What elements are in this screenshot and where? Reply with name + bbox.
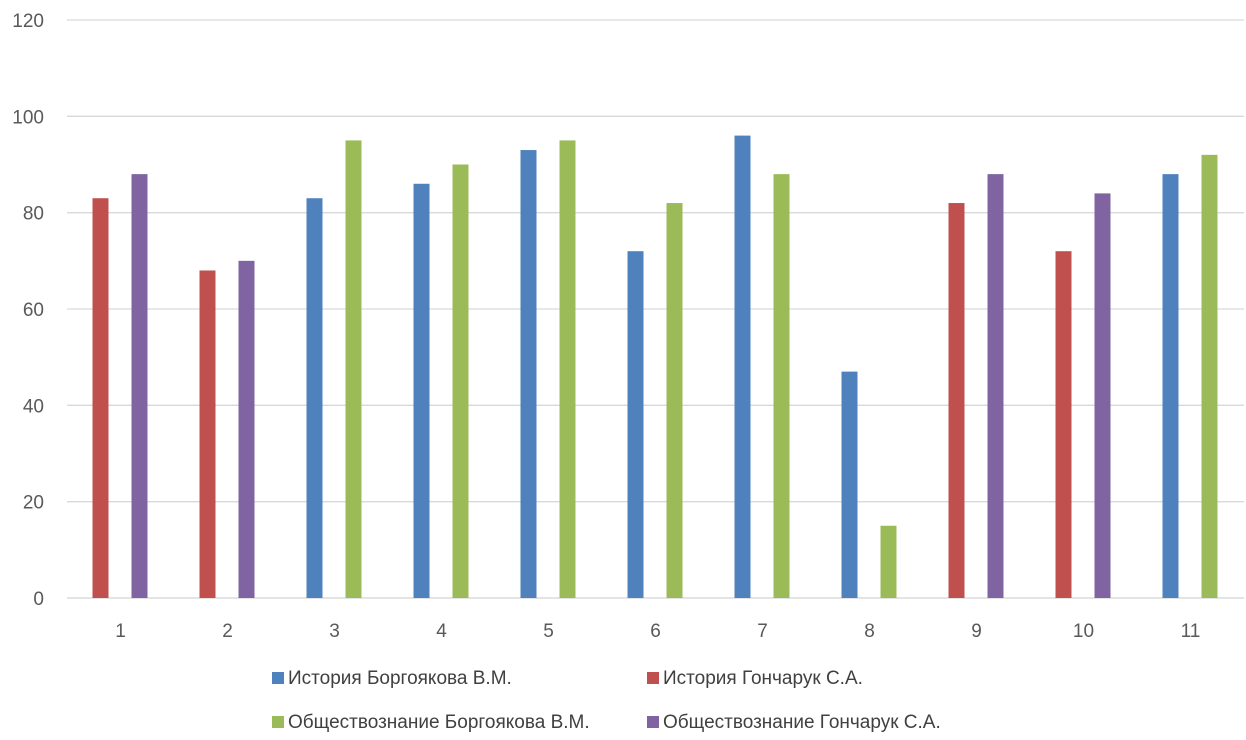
x-tick-label: 9: [971, 621, 982, 642]
bar: [1162, 174, 1179, 598]
x-tick-label: 8: [864, 621, 875, 642]
bar: [1055, 251, 1072, 598]
legend: История Боргоякова В.М. История Гончарук …: [272, 668, 941, 733]
legend-label: Обществознание Боргоякова В.М.: [288, 712, 590, 733]
x-tick-label: 7: [757, 621, 768, 642]
legend-label: История Боргоякова В.М.: [288, 668, 512, 689]
bar: [627, 251, 644, 598]
bar: [880, 525, 897, 598]
bar: [199, 270, 216, 598]
y-tick-label: 60: [23, 300, 44, 321]
bar: [734, 135, 751, 598]
y-tick-label: 120: [12, 11, 44, 32]
legend-label: История Гончарук С.А.: [663, 668, 863, 689]
bar: [92, 198, 109, 598]
y-axis-tick-labels: 0 20 40 60 80 100 120: [12, 11, 44, 610]
legend-item: История Гончарук С.А.: [647, 668, 863, 689]
legend-swatch: [272, 672, 284, 684]
bar: [413, 183, 430, 598]
bar: [773, 174, 790, 598]
legend-swatch: [647, 716, 659, 728]
bar: [520, 150, 537, 599]
bars: [92, 135, 1218, 599]
legend-item: История Боргоякова В.М.: [272, 668, 512, 689]
legend-swatch: [272, 716, 284, 728]
legend-item: Обществознание Боргоякова В.М.: [272, 712, 590, 733]
x-tick-label: 2: [222, 621, 233, 642]
x-tick-label: 6: [650, 621, 661, 642]
bar: [306, 198, 323, 598]
y-tick-label: 20: [23, 493, 44, 514]
x-tick-label: 4: [436, 621, 447, 642]
bar: [238, 260, 255, 598]
x-tick-label: 11: [1181, 621, 1201, 642]
bar: [948, 203, 965, 599]
bar: [987, 174, 1004, 598]
bar: [1094, 193, 1111, 598]
bar: [1201, 154, 1218, 598]
x-tick-label: 1: [115, 621, 126, 642]
bar: [559, 140, 576, 598]
x-tick-label: 3: [329, 621, 340, 642]
bar: [452, 164, 469, 598]
legend-label: Обществознание Гончарук С.А.: [663, 712, 941, 733]
bar: [841, 371, 858, 598]
y-tick-label: 0: [33, 589, 44, 610]
x-tick-label: 10: [1073, 621, 1094, 642]
x-axis-tick-labels: 1 2 3 4 5 6 7 8 9 10 11: [115, 621, 1200, 642]
bar: [666, 203, 683, 599]
legend-swatch: [647, 672, 659, 684]
y-tick-label: 40: [23, 396, 44, 417]
y-tick-label: 100: [12, 107, 44, 128]
legend-item: Обществознание Гончарук С.А.: [647, 712, 941, 733]
bar: [345, 140, 362, 598]
gridlines: [67, 19, 1244, 599]
y-tick-label: 80: [23, 204, 44, 225]
bar: [131, 174, 148, 598]
x-tick-label: 5: [543, 621, 554, 642]
